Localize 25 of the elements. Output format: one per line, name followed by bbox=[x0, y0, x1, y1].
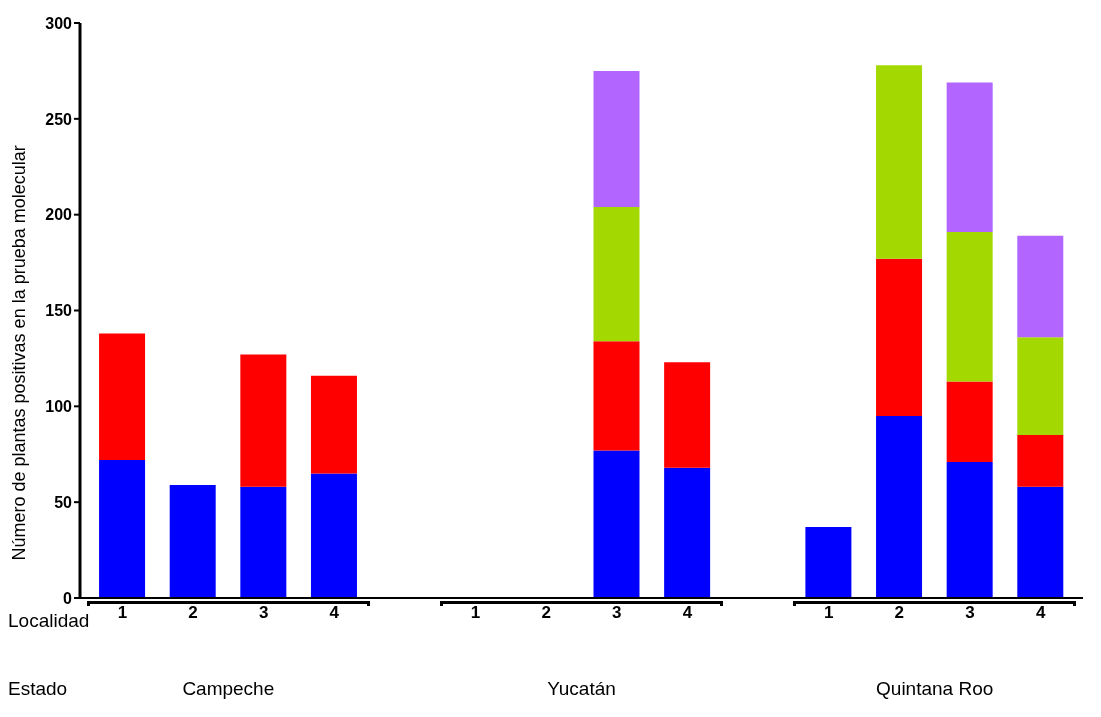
y-tick-label: 0 bbox=[63, 589, 73, 607]
x-tick-label: 2 bbox=[188, 603, 198, 623]
text: Localidad bbox=[8, 610, 90, 632]
y-tick-label: 300 bbox=[45, 14, 73, 32]
text: Estado bbox=[8, 678, 68, 700]
x-tick-label: 3 bbox=[612, 603, 622, 623]
text: Yucatán bbox=[546, 678, 617, 700]
x-tick-label: 4 bbox=[682, 603, 693, 623]
x-tick-label: 2 bbox=[894, 603, 905, 623]
y-tick-label: 50 bbox=[54, 493, 73, 511]
text: Quintana Roo bbox=[875, 678, 995, 700]
x-tick-label: 3 bbox=[965, 603, 975, 623]
y-tick-label: 250 bbox=[45, 110, 73, 128]
y-tick-label: 100 bbox=[45, 398, 73, 416]
x-tick-label: 2 bbox=[541, 603, 551, 623]
x-tick-label: 1 bbox=[470, 603, 481, 623]
y-tick-label: 150 bbox=[45, 302, 73, 320]
x-tick-label: 4 bbox=[329, 603, 340, 623]
x-tick-label: 4 bbox=[1035, 603, 1046, 623]
x-tick-label: 1 bbox=[823, 603, 834, 623]
text: Campeche bbox=[181, 678, 276, 700]
y-axis-title: Número de plantas positivas en la prueba molecular bbox=[9, 145, 30, 561]
y-tick-label: 200 bbox=[45, 206, 73, 224]
x-tick-label: 1 bbox=[117, 603, 128, 623]
x-tick-label: 3 bbox=[258, 603, 269, 623]
